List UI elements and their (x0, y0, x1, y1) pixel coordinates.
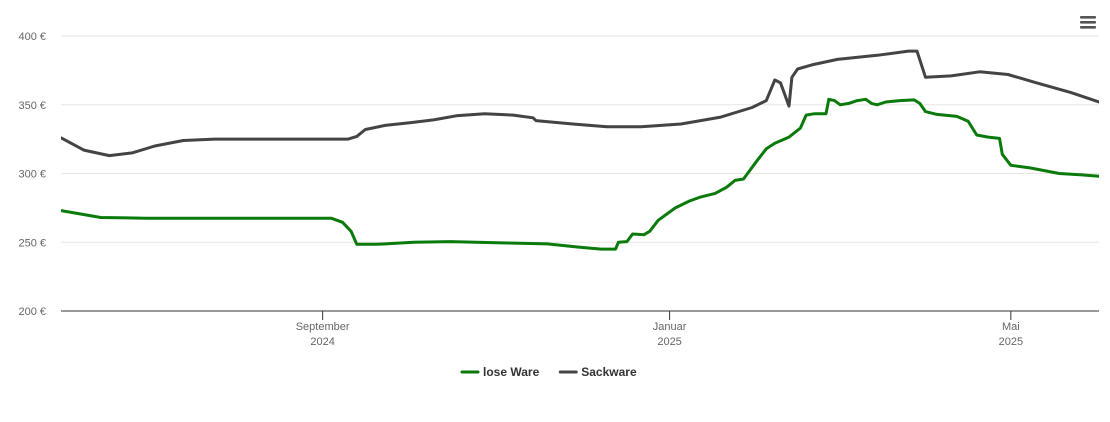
legend-label: Sackware (581, 365, 637, 379)
legend-label: lose Ware (483, 365, 540, 379)
x-tick-label-year: 2025 (999, 336, 1023, 348)
series-line-0[interactable] (61, 97, 1110, 251)
x-tick-label-month: September (296, 321, 350, 333)
series-lines (61, 49, 1110, 251)
legend-item[interactable]: Sackware (558, 365, 637, 379)
legend-item[interactable]: lose Ware (460, 365, 540, 379)
legend: lose Ware Sackware (460, 365, 637, 379)
grid-lines (61, 35, 1099, 243)
chart-menu-button[interactable] (1079, 14, 1097, 30)
x-tick-label-month: Januar (653, 321, 687, 333)
y-tick-label: 300 € (18, 169, 46, 181)
y-tick-label: 350 € (18, 100, 46, 112)
y-tick-label: 200 € (18, 306, 46, 318)
x-tick-label-year: 2025 (657, 336, 681, 348)
hamburger-menu-icon (1080, 16, 1096, 29)
y-tick-label: 250 € (18, 237, 46, 249)
series-line-1[interactable] (61, 49, 1110, 158)
x-tick-label-month: Mai (1002, 321, 1020, 333)
y-axis-ticks: 200 € 250 € 300 € 350 € 400 € (18, 31, 46, 318)
y-tick-label: 400 € (18, 31, 46, 43)
x-tick-label-year: 2024 (310, 336, 334, 348)
x-axis-ticks: September 2024 Januar 2025 Mai 2025 (296, 311, 1023, 348)
